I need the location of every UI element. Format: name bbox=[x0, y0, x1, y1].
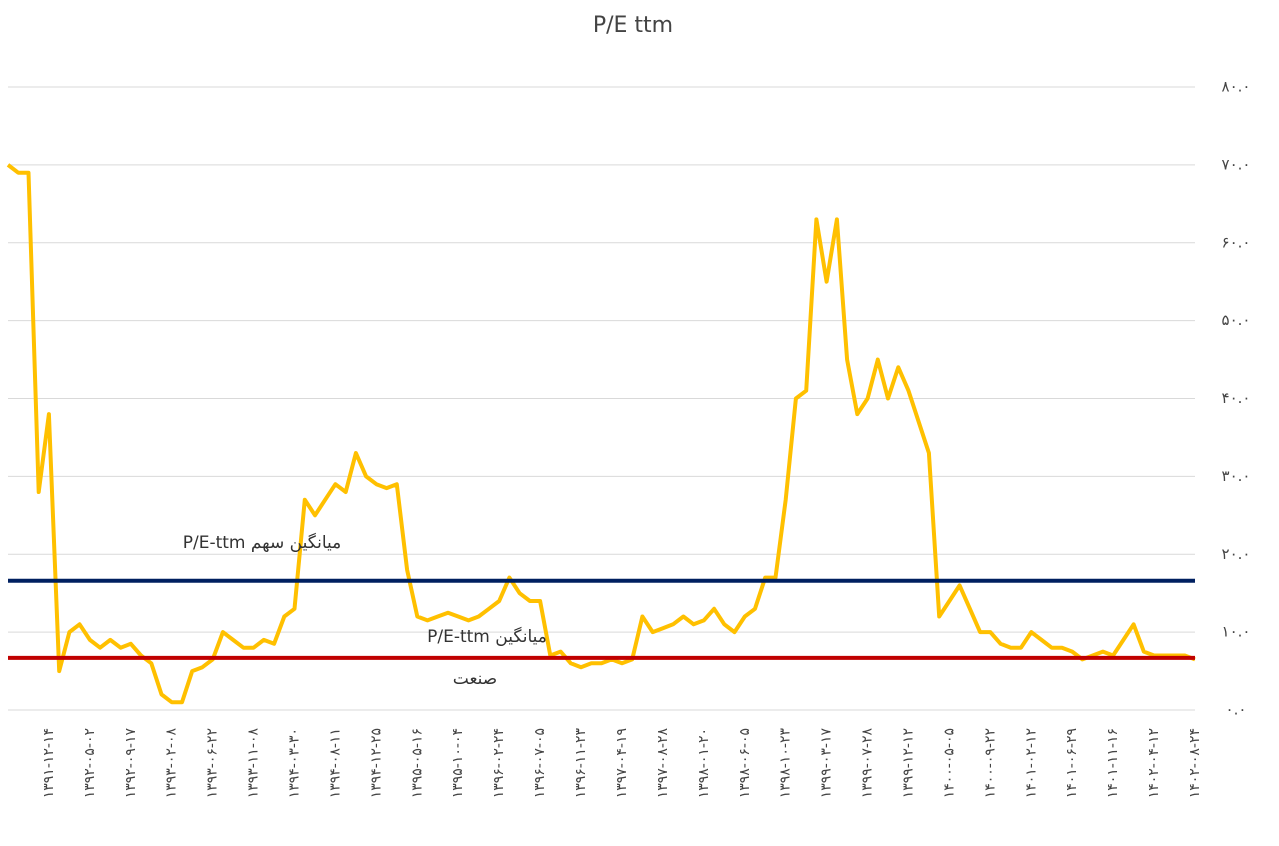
x-tick-label: ۱۴۰۱-۱۱-۱۶ bbox=[1105, 728, 1121, 798]
reference-label: میانگین سهم P/E-ttm bbox=[183, 532, 342, 553]
x-tick-label: ۱۳۹۸-۰۱-۲۰ bbox=[696, 728, 712, 798]
x-tick-label: ۱۴۰۰-۰۵-۰۵ bbox=[941, 728, 957, 798]
y-tick-label: ۶۰.۰ bbox=[1222, 233, 1251, 251]
reference-label: میانگین P/E-ttm bbox=[427, 626, 547, 647]
x-tick-label: ۱۳۹۴-۱۲-۲۵ bbox=[368, 728, 384, 798]
x-tick-label: ۱۳۹۶-۱۱-۲۳ bbox=[573, 728, 589, 799]
y-tick-label: ۴۰.۰ bbox=[1222, 389, 1251, 407]
x-tick-label: ۱۳۹۲-۰۵-۰۲ bbox=[82, 728, 98, 798]
x-tick-label: ۱۳۹۷-۰۸-۲۸ bbox=[655, 728, 671, 799]
x-tick-label: ۱۳۹۳-۱۱-۰۸ bbox=[246, 728, 262, 799]
x-tick-label: ۱۳۹۶-۰۷-۰۵ bbox=[532, 728, 548, 798]
series-line bbox=[6, 163, 1196, 705]
x-tick-label: ۱۴۰۱-۰۲-۱۲ bbox=[1023, 728, 1039, 798]
x-tick-label: ۱۳۹۱-۱۲-۱۴ bbox=[41, 728, 57, 798]
x-tick-label: ۱۳۹۸-۱۰-۲۳ bbox=[778, 728, 794, 799]
x-tick-label: ۱۴۰۰-۰۹-۲۲ bbox=[982, 728, 998, 798]
x-tick-label: ۱۳۹۵-۰۵-۱۶ bbox=[409, 728, 425, 798]
x-tick-label: ۱۳۹۶-۰۲-۲۴ bbox=[491, 728, 507, 798]
reference-label: صنعت bbox=[453, 669, 497, 689]
x-tick-label: ۱۳۹۳-۰۶-۲۲ bbox=[205, 728, 221, 798]
x-tick-label: ۱۴۰۲-۰۴-۱۲ bbox=[1146, 728, 1162, 798]
x-tick-label: ۱۳۹۴-۰۸-۱۱ bbox=[327, 728, 343, 798]
x-tick-label: ۱۳۹۸-۰۶-۰۵ bbox=[737, 728, 753, 798]
x-tick-label: ۱۴۰۲-۰۸-۲۴ bbox=[1187, 728, 1203, 798]
x-tick-label: ۱۳۹۹-۰۳-۱۷ bbox=[819, 728, 835, 799]
y-tick-label: ۵۰.۰ bbox=[1222, 311, 1251, 329]
x-tick-label: ۱۴۰۱-۰۶-۲۹ bbox=[1064, 728, 1080, 798]
y-tick-label: ۰.۰ bbox=[1226, 701, 1247, 719]
y-tick-label: ۲۰.۰ bbox=[1222, 545, 1251, 563]
y-tick-label: ۷۰.۰ bbox=[1222, 155, 1251, 173]
chart-title: P/E ttm bbox=[593, 13, 673, 38]
y-tick-label: ۳۰.۰ bbox=[1222, 467, 1251, 485]
x-tick-label: ۱۳۹۲-۰۹-۱۷ bbox=[123, 728, 139, 799]
y-tick-label: ۸۰.۰ bbox=[1222, 78, 1251, 96]
x-tick-label: ۱۳۹۳-۰۲-۰۸ bbox=[164, 728, 180, 799]
x-tick-label: ۱۳۹۹-۰۷-۲۸ bbox=[860, 728, 876, 799]
x-tick-label: ۱۳۹۹-۱۲-۱۲ bbox=[900, 728, 916, 798]
y-tick-label: ۱۰.۰ bbox=[1222, 623, 1251, 641]
x-tick-label: ۱۳۹۵-۱۰-۰۴ bbox=[450, 728, 466, 798]
x-tick-label: ۱۳۹۴-۰۳-۳۰ bbox=[287, 728, 303, 798]
x-tick-label: ۱۳۹۷-۰۴-۱۹ bbox=[614, 728, 630, 798]
